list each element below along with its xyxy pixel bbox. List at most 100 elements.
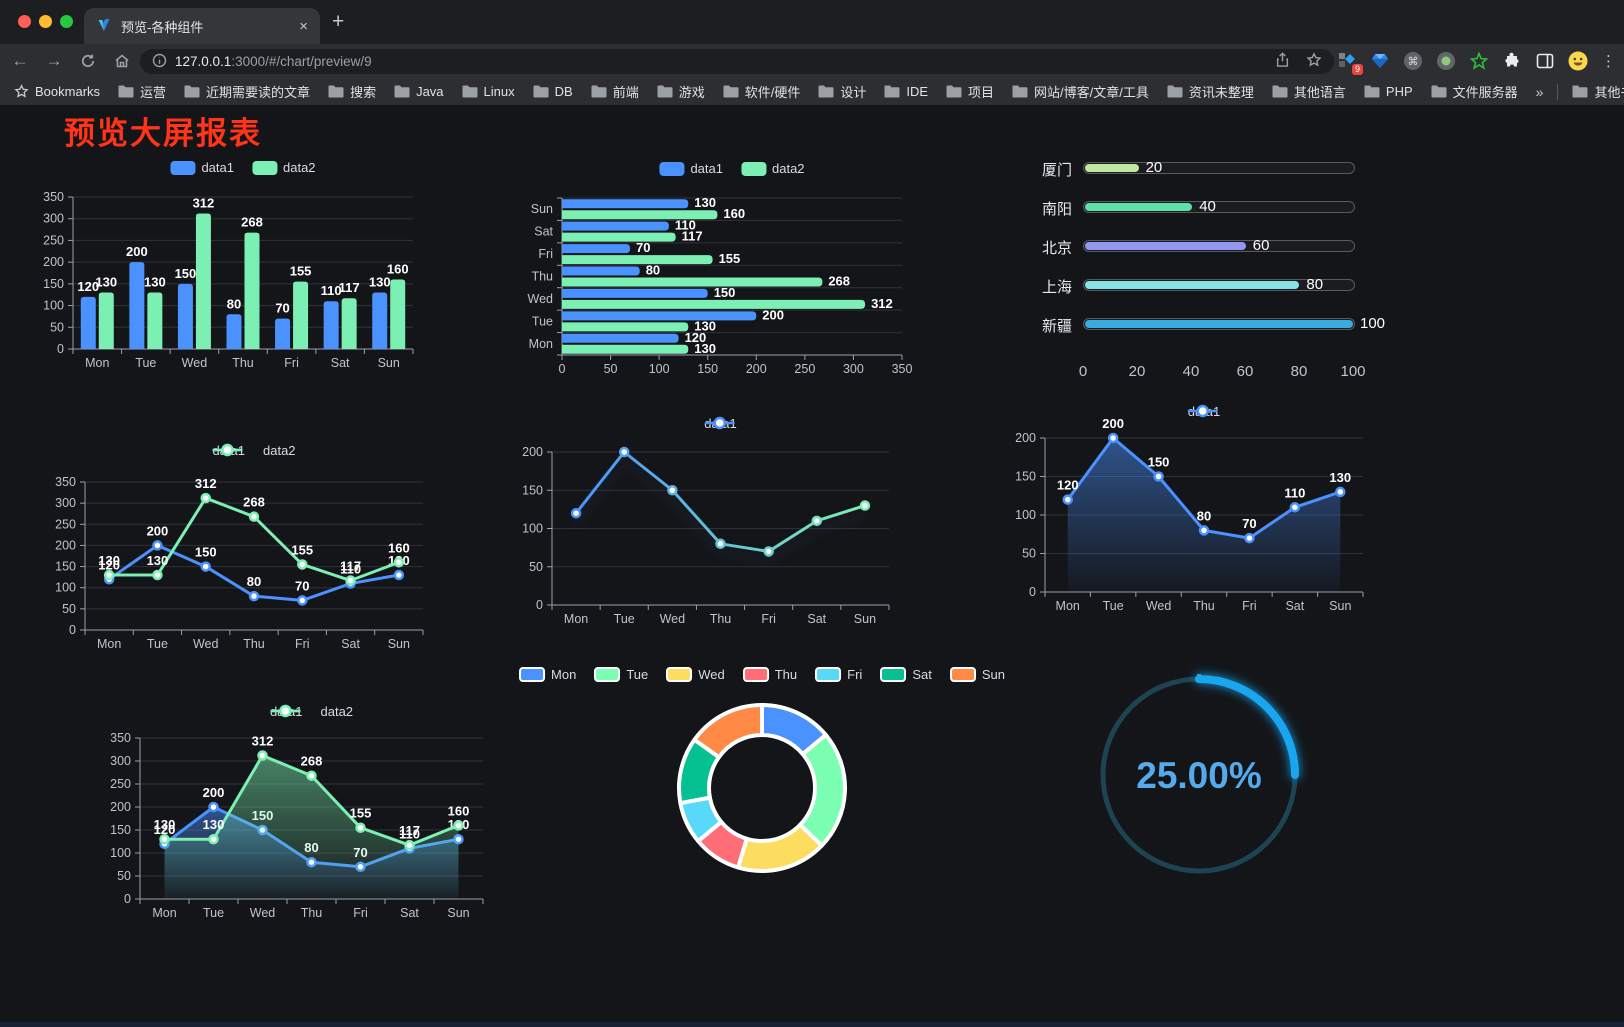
proxy-extension-icon[interactable]: 9	[1337, 51, 1363, 75]
bookmark-folder[interactable]: 设计	[818, 82, 866, 101]
svg-text:Fri: Fri	[1242, 599, 1257, 613]
gem-extension-icon[interactable]	[1370, 51, 1390, 71]
data-point	[200, 561, 211, 572]
reload-icon[interactable]	[78, 51, 98, 71]
svg-text:268: 268	[243, 495, 265, 510]
bookmark-folder[interactable]: PHP	[1364, 84, 1413, 99]
legend-item[interactable]: Wed	[666, 667, 725, 682]
svg-text:Fri: Fri	[284, 356, 299, 370]
svg-text:Wed: Wed	[182, 356, 208, 370]
legend-item[interactable]: Mon	[519, 667, 576, 682]
svg-text:Thu: Thu	[232, 356, 254, 370]
address-bar[interactable]: 127.0.0.1:3000/#/chart/preview/9	[140, 49, 1334, 74]
svg-text:25.00%: 25.00%	[1136, 755, 1262, 796]
forward-icon[interactable]: →	[45, 51, 63, 70]
svg-text:100: 100	[1015, 508, 1036, 522]
svg-text:250: 250	[55, 517, 76, 531]
menu-kebab-icon[interactable]: ⋮	[1601, 53, 1616, 70]
legend-item[interactable]: Tue	[594, 667, 648, 682]
legend-item[interactable]: data2	[269, 704, 353, 719]
bookmark-folder[interactable]: Linux	[462, 84, 515, 99]
data-point	[159, 833, 170, 845]
data-point	[404, 839, 415, 851]
bookmarks-star[interactable]: Bookmarks	[14, 84, 100, 99]
svg-text:110: 110	[399, 826, 420, 841]
ring-chart: 25.00%	[1090, 665, 1320, 895]
bookmark-folder[interactable]: 近期需要读的文章	[184, 82, 310, 101]
side-panel-icon[interactable]	[1535, 51, 1555, 71]
extensions-puzzle-icon[interactable]	[1502, 51, 1522, 71]
progress-track	[1083, 318, 1355, 330]
svg-text:Tue: Tue	[135, 356, 156, 370]
bookmark-folder[interactable]: DB	[533, 84, 573, 99]
command-extension-icon[interactable]: ⌘	[1403, 51, 1423, 71]
zoom-window-button[interactable]	[60, 15, 73, 28]
legend-item[interactable]: Sun	[949, 667, 1005, 682]
legend-item[interactable]: Thu	[742, 667, 797, 682]
svg-text:130: 130	[95, 275, 117, 290]
back-icon[interactable]: ←	[11, 51, 29, 70]
legend-item[interactable]: data2	[252, 160, 316, 175]
legend-item[interactable]: data2	[741, 161, 805, 176]
close-window-button[interactable]	[18, 15, 31, 28]
site-info-icon[interactable]	[152, 53, 167, 71]
progress-track	[1083, 240, 1355, 252]
other-bookmarks-folder[interactable]: 其他书签	[1572, 82, 1624, 101]
bookmark-folder[interactable]: 项目	[946, 82, 994, 101]
tab-title: 预览-各种组件	[121, 19, 204, 35]
profile-avatar[interactable]	[1568, 51, 1588, 71]
bar-vertical-chart: 0 50 100 150 200 250 300 350 Mon Tue Wed Thu Fri Sat S…	[40, 150, 460, 415]
bookmark-folder[interactable]: 运营	[118, 82, 166, 101]
bookmark-folder[interactable]: 资讯未整理	[1167, 82, 1254, 101]
progress-value: 100	[1360, 315, 1386, 332]
legend-item[interactable]: Sat	[880, 667, 932, 682]
star-extension-icon[interactable]	[1469, 51, 1489, 71]
bookmark-folder[interactable]: 网站/博客/文章/工具	[1012, 82, 1149, 101]
bookmark-folder[interactable]: 前端	[591, 82, 639, 101]
svg-text:300: 300	[43, 212, 64, 226]
minimize-window-button[interactable]	[39, 15, 52, 28]
bookmarks-separator	[1557, 83, 1559, 100]
bar	[390, 279, 406, 349]
bookmark-folder[interactable]: 文件服务器	[1431, 82, 1518, 101]
svg-text:50: 50	[1022, 547, 1036, 561]
svg-text:80: 80	[646, 263, 660, 278]
bookmark-star-icon[interactable]	[1306, 52, 1322, 71]
data-point	[453, 820, 464, 831]
legend-item[interactable]: data1	[170, 160, 234, 175]
bookmark-folder[interactable]: 搜索	[328, 82, 376, 101]
bookmark-folder[interactable]: Java	[394, 84, 444, 99]
bookmark-folder[interactable]: 其他语言	[1272, 82, 1346, 101]
svg-text:70: 70	[295, 578, 309, 593]
legend-item[interactable]: data2	[212, 443, 296, 458]
chart-legend: data1 data2	[212, 443, 296, 458]
svg-text:50: 50	[50, 320, 64, 334]
record-extension-icon[interactable]	[1436, 51, 1456, 71]
bookmarks-overflow-chevron[interactable]: »	[1535, 83, 1544, 100]
browser-tab[interactable]: 预览-各种组件 ×	[84, 8, 320, 44]
svg-text:130: 130	[98, 553, 120, 568]
bookmark-folder[interactable]: 软件/硬件	[723, 82, 800, 101]
legend-item[interactable]: data1	[659, 161, 723, 176]
legend-item[interactable]: data1	[1187, 404, 1220, 419]
home-icon[interactable]	[112, 51, 132, 71]
legend-item[interactable]: data1	[704, 416, 737, 431]
share-icon[interactable]	[1275, 52, 1290, 71]
svg-text:155: 155	[290, 264, 312, 279]
bookmark-folder[interactable]: IDE	[884, 84, 928, 99]
svg-text:Mon: Mon	[1056, 599, 1080, 613]
bar	[562, 232, 676, 242]
data-point	[763, 546, 774, 557]
svg-text:150: 150	[55, 560, 76, 574]
new-tab-button[interactable]: +	[332, 10, 345, 33]
legend-item[interactable]: Fri	[815, 667, 862, 682]
data-point	[1107, 432, 1119, 444]
svg-text:Fri: Fri	[353, 906, 368, 920]
bookmark-folder[interactable]: 游戏	[657, 82, 705, 101]
svg-text:Tue: Tue	[203, 906, 224, 920]
svg-text:200: 200	[110, 800, 131, 814]
tab-close-icon[interactable]: ×	[299, 17, 308, 35]
bar	[562, 221, 669, 231]
svg-text:Wed: Wed	[660, 612, 686, 626]
data-point	[297, 595, 308, 606]
